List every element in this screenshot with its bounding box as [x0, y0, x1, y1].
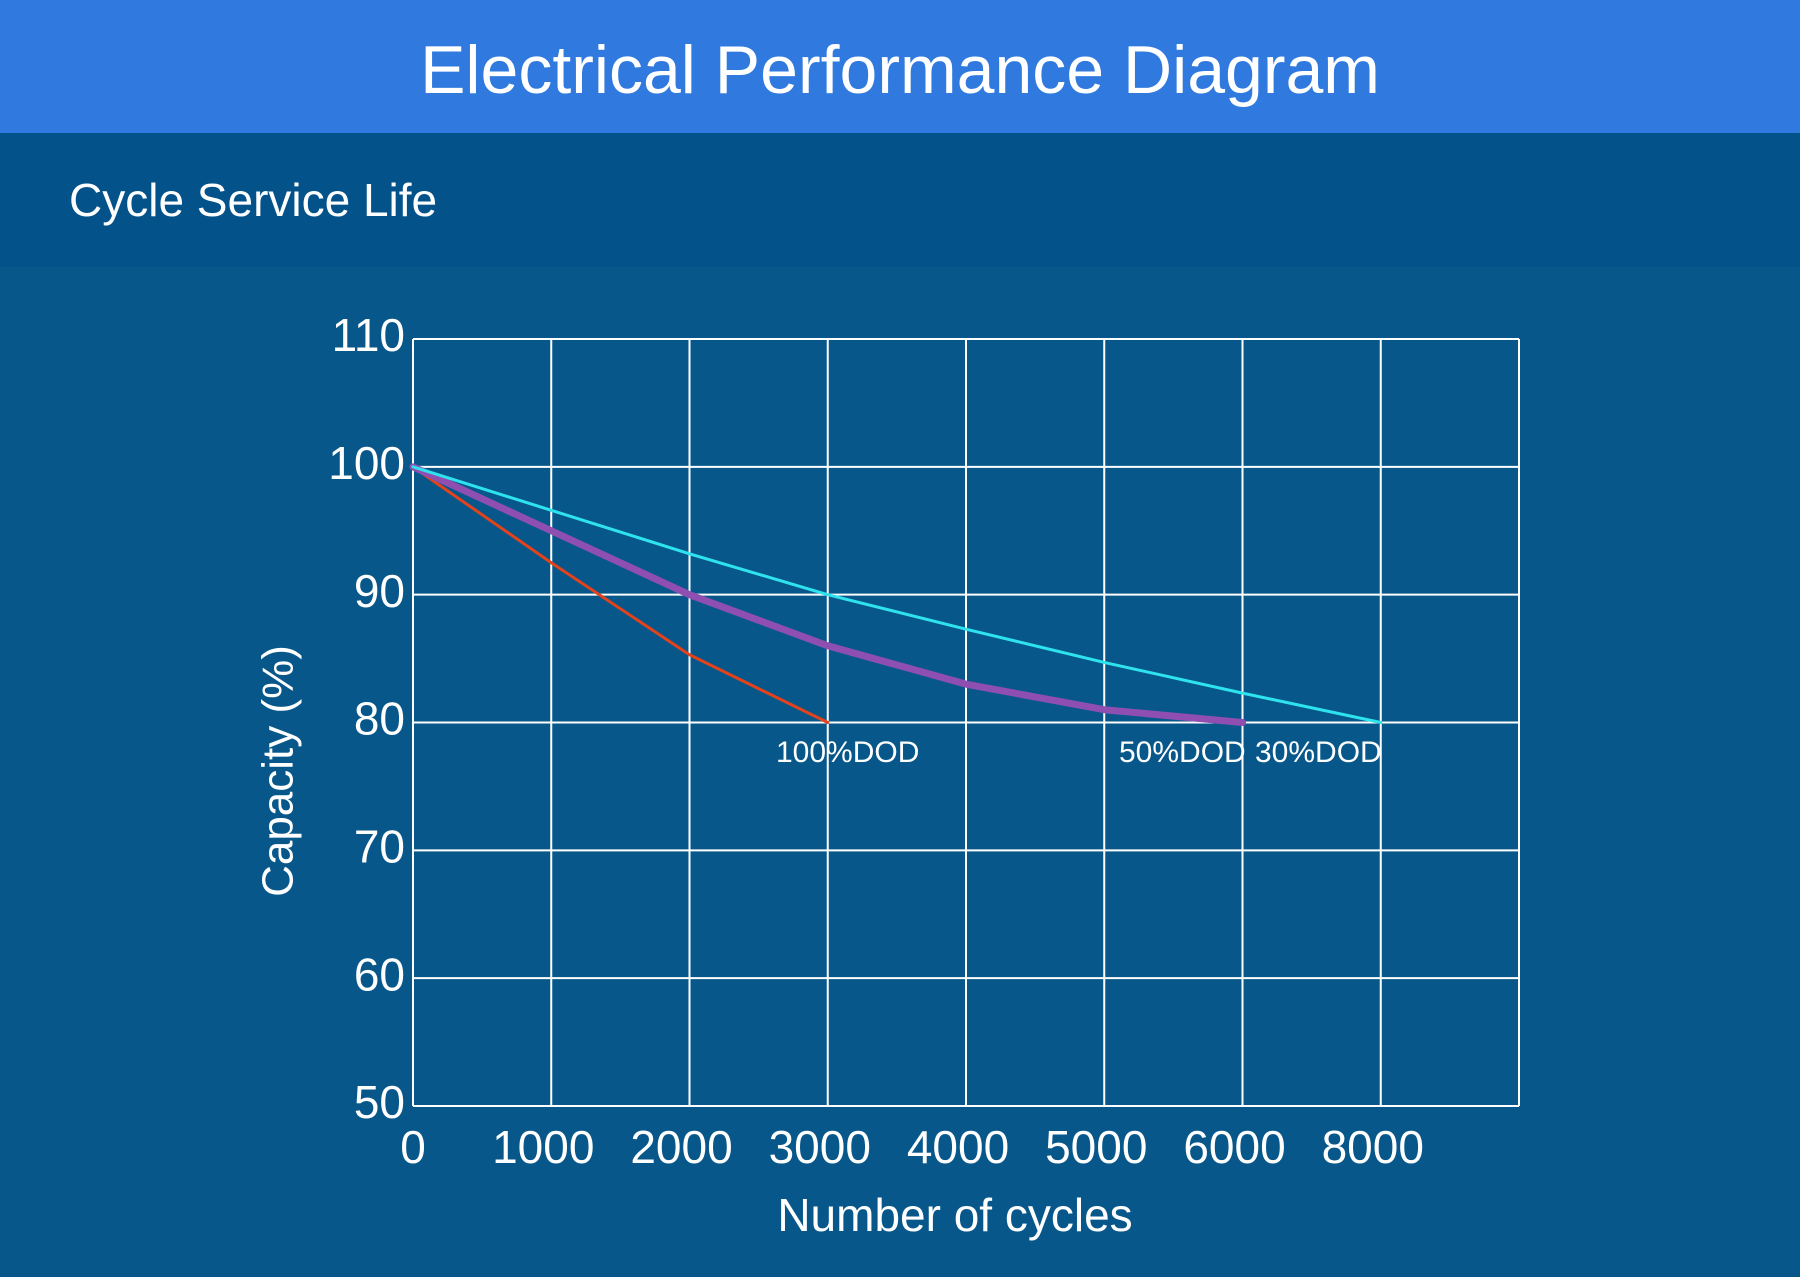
series-line — [409, 463, 1246, 726]
y-tick-label: 90 — [354, 565, 405, 617]
series-line — [411, 465, 1383, 724]
y-tick-label: 70 — [354, 820, 405, 872]
series-label: 50%DOD — [1119, 736, 1246, 769]
x-tick-label: 4000 — [907, 1121, 1009, 1173]
series-line — [411, 465, 830, 724]
x-tick-label: 8000 — [1322, 1121, 1424, 1173]
y-tick-label: 100 — [328, 437, 405, 489]
x-tick-label: 1000 — [492, 1121, 594, 1173]
y-tick-label: 110 — [332, 309, 405, 361]
section-title: Cycle Service Life — [69, 174, 438, 226]
x-tick-label: 2000 — [630, 1121, 732, 1173]
x-tick-label: 5000 — [1045, 1121, 1147, 1173]
x-tick-label: 3000 — [769, 1121, 871, 1173]
x-tick-label: 6000 — [1183, 1121, 1285, 1173]
subheader: Cycle Service Life — [0, 133, 1800, 267]
series-label: 100%DOD — [776, 736, 919, 769]
x-tick-label: 0 — [400, 1121, 426, 1173]
series-label: 30%DOD — [1255, 736, 1382, 769]
y-tick-label: 80 — [354, 693, 405, 745]
y-tick-label: 50 — [354, 1076, 405, 1128]
y-axis-label: Capacity (%) — [254, 645, 303, 897]
x-axis-label: Number of cycles — [777, 1189, 1132, 1241]
header: Electrical Performance Diagram — [0, 0, 1800, 133]
y-tick-label: 60 — [354, 948, 405, 1000]
